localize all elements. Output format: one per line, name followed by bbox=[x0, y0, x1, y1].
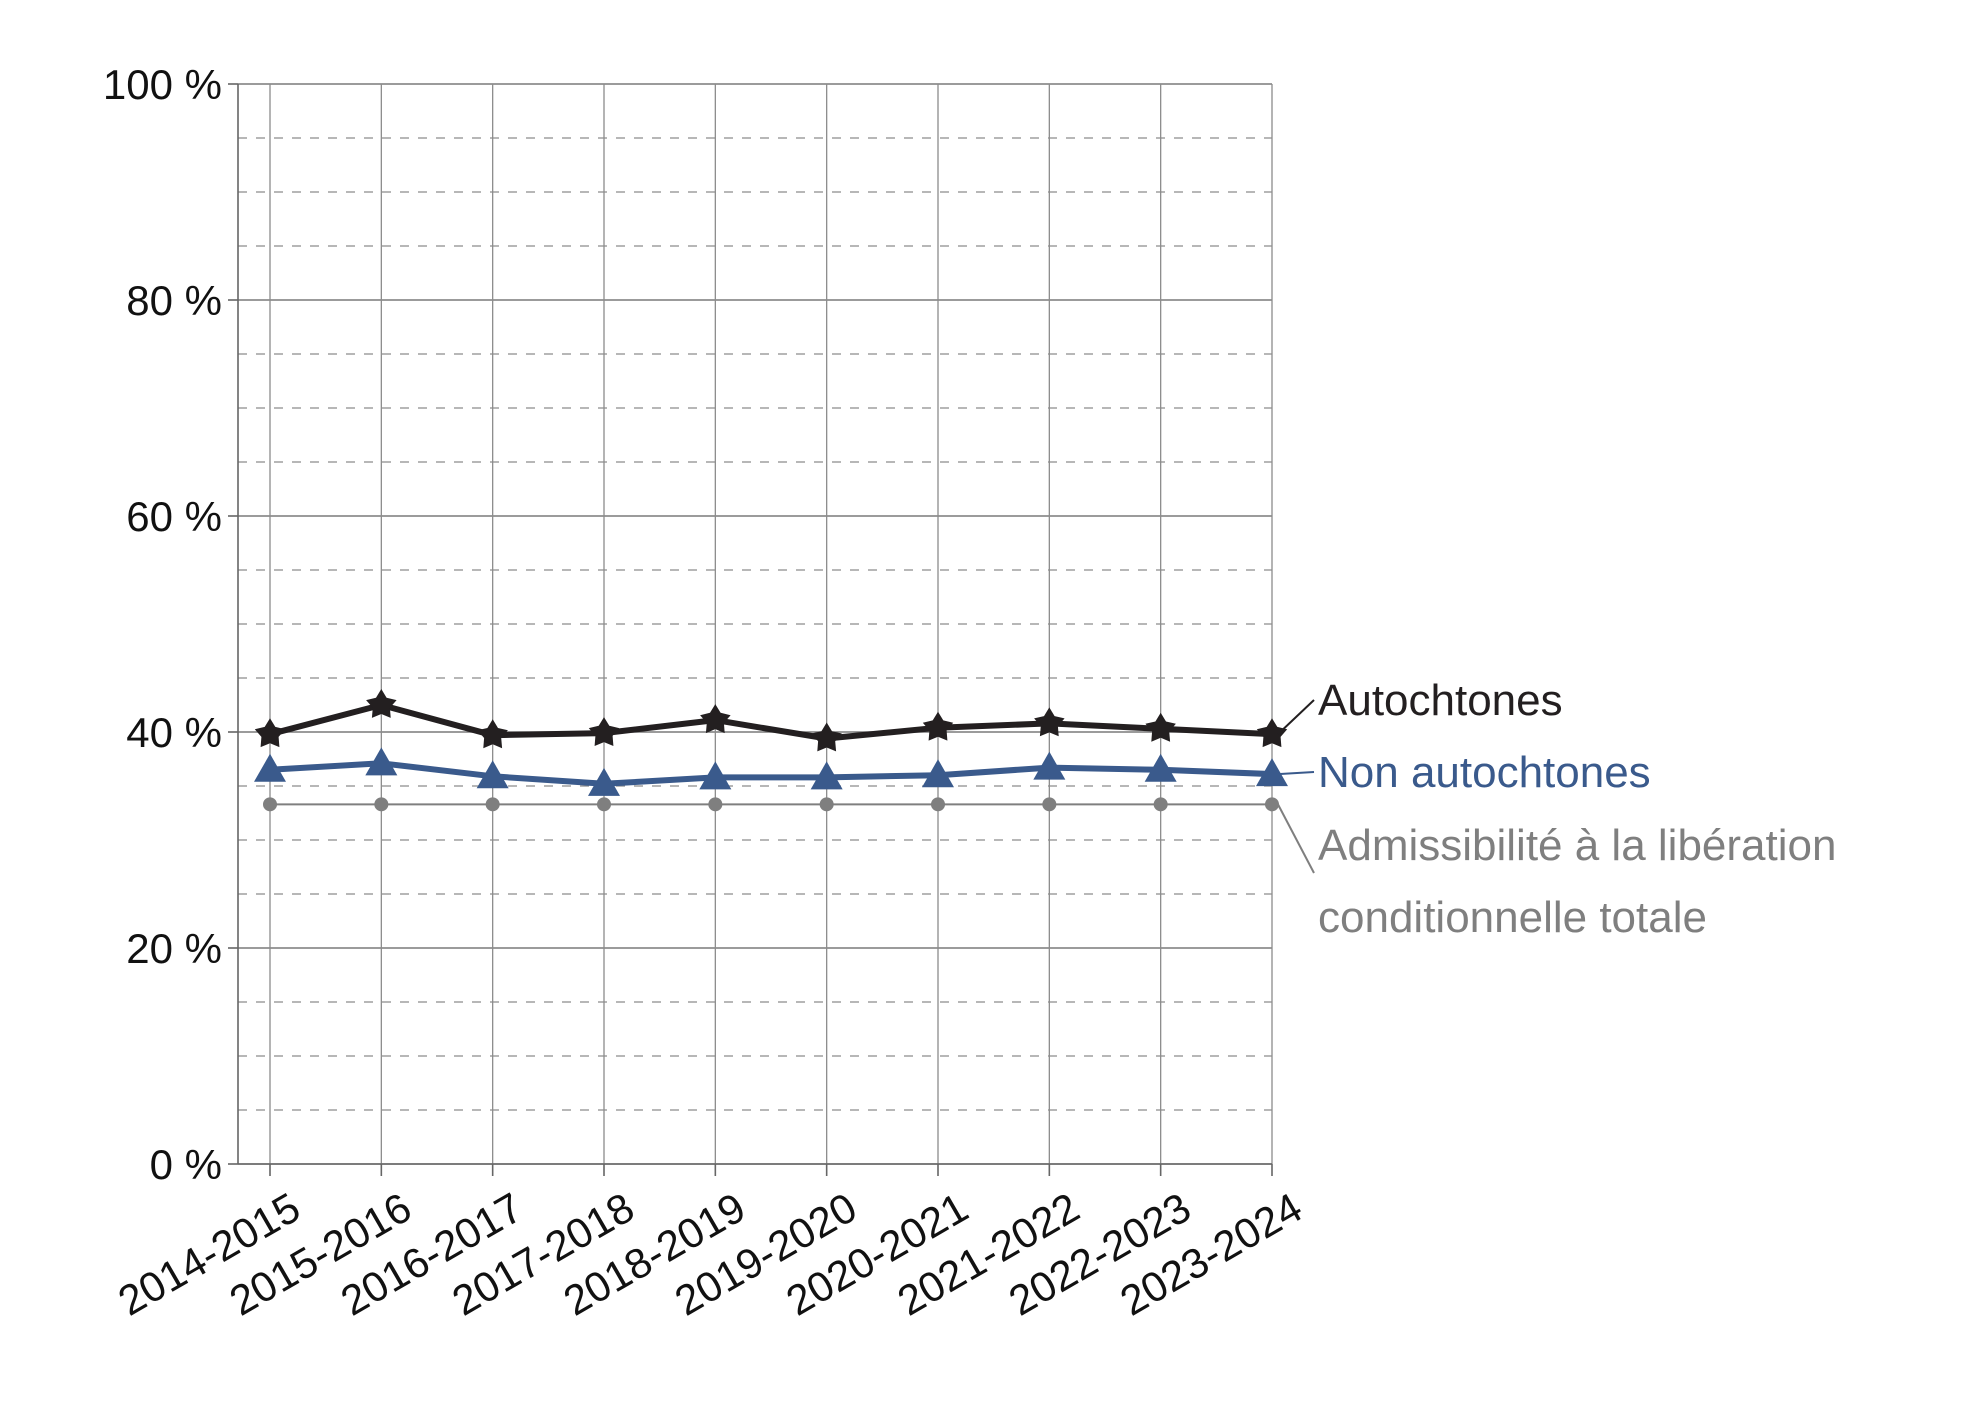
data-point bbox=[1042, 797, 1057, 812]
data-point bbox=[931, 797, 945, 812]
data-point bbox=[477, 719, 508, 749]
data-point bbox=[588, 717, 620, 746]
data-point bbox=[811, 722, 842, 752]
data-point bbox=[922, 759, 954, 788]
data-point bbox=[1256, 758, 1288, 787]
data-point bbox=[922, 711, 954, 741]
y-tick-label: 0 % bbox=[150, 1141, 222, 1188]
axes bbox=[228, 83, 1273, 1176]
data-point bbox=[810, 761, 843, 790]
label-leader-line bbox=[1277, 803, 1315, 874]
data-point bbox=[1153, 797, 1168, 812]
data-point bbox=[476, 760, 509, 789]
data-point bbox=[597, 797, 611, 812]
series-line bbox=[269, 760, 1273, 787]
data-point bbox=[1256, 718, 1288, 748]
data-point bbox=[1145, 712, 1176, 742]
data-point bbox=[1144, 753, 1177, 782]
grid bbox=[238, 83, 1273, 1165]
label-leader-line bbox=[1277, 771, 1315, 776]
data-point bbox=[1033, 751, 1066, 780]
data-point bbox=[254, 753, 286, 782]
data-point bbox=[700, 704, 731, 734]
data-point bbox=[588, 767, 620, 796]
y-tick-label: 80 % bbox=[126, 277, 222, 324]
series-label: Non autochtones bbox=[1318, 748, 1651, 797]
label-leader-line bbox=[1277, 699, 1315, 735]
series-lines bbox=[254, 689, 1288, 812]
data-point bbox=[254, 718, 286, 748]
data-point bbox=[1034, 707, 1065, 737]
series-label: Autochtones bbox=[1318, 676, 1563, 725]
data-point bbox=[263, 797, 277, 812]
data-point bbox=[366, 689, 397, 718]
series-line bbox=[269, 702, 1273, 742]
data-point bbox=[708, 797, 723, 812]
data-point bbox=[485, 797, 500, 812]
data-point bbox=[1265, 797, 1279, 812]
y-tick-label: 60 % bbox=[126, 493, 222, 540]
series-label: conditionnelle totale bbox=[1318, 893, 1707, 942]
y-tick-label: 40 % bbox=[126, 709, 222, 756]
series-labels: Autochtones Non autochtones Admissibilité … bbox=[1277, 676, 1836, 942]
data-point bbox=[699, 761, 732, 790]
data-point bbox=[819, 797, 834, 812]
series-label: Admissibilité à la libération bbox=[1318, 821, 1836, 870]
tick-labels: 0 %20 %40 %60 %80 %100 %2014-20152015-20… bbox=[103, 61, 1310, 1325]
y-tick-label: 20 % bbox=[126, 925, 222, 972]
data-point bbox=[374, 797, 389, 812]
data-point bbox=[365, 747, 398, 776]
y-tick-label: 100 % bbox=[103, 61, 222, 108]
